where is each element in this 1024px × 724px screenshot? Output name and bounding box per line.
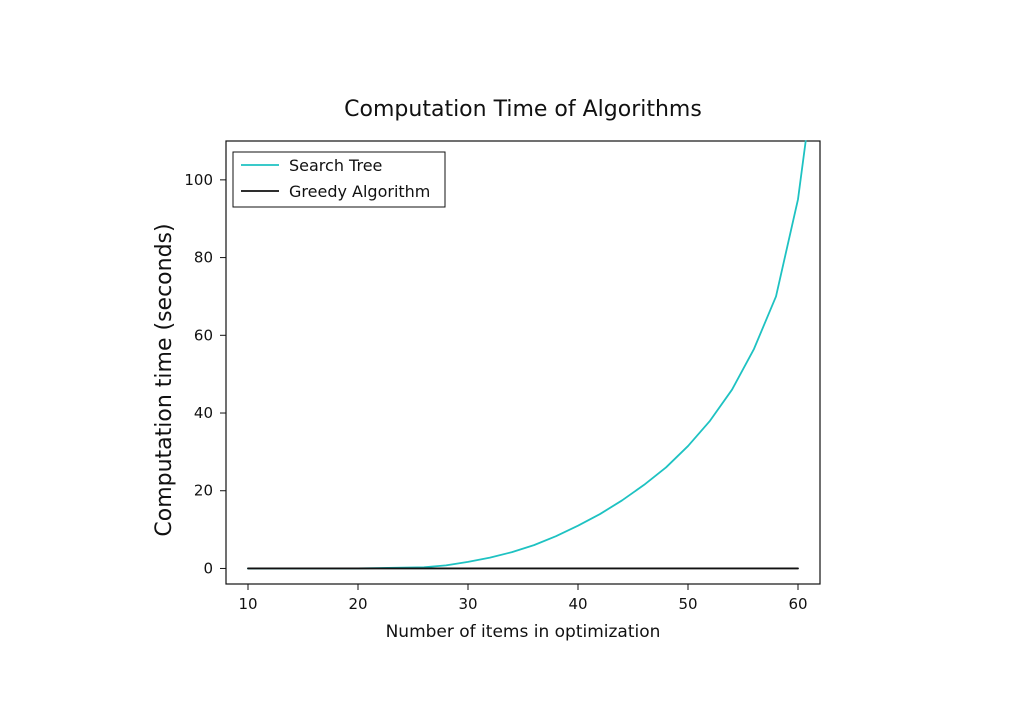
y-tick-label: 80: [194, 249, 213, 267]
y-tick-label: 40: [194, 404, 213, 422]
y-tick-label: 20: [194, 482, 213, 500]
x-axis: 10 20 30 40 50 60: [238, 584, 808, 613]
x-axis-label: Number of items in optimization: [386, 622, 661, 642]
legend-label-1: Search Tree: [289, 156, 382, 175]
plot-area: 10 20 30 40 50 60 0 20 40 60 80 100: [184, 140, 821, 613]
x-tick-label: 40: [568, 595, 587, 613]
y-tick-label: 60: [194, 326, 213, 344]
legend: Search Tree Greedy Algorithm: [232, 151, 446, 208]
legend-label-2: Greedy Algorithm: [289, 182, 430, 201]
chart-title: Computation Time of Algorithms: [344, 97, 702, 122]
y-tick-label: 100: [184, 171, 213, 189]
y-axis-label: Computation time (seconds): [152, 223, 177, 536]
x-tick-label: 30: [458, 595, 477, 613]
x-tick-label: 10: [238, 595, 257, 613]
y-tick-label: 0: [203, 559, 213, 577]
x-tick-label: 20: [348, 595, 367, 613]
series-layer: [247, 140, 807, 570]
y-axis: 0 20 40 60 80 100: [184, 171, 226, 577]
legend-box: [232, 151, 446, 208]
x-tick-label: 50: [678, 595, 697, 613]
series-line-1: [247, 140, 807, 570]
x-tick-label: 60: [788, 595, 807, 613]
plot-frame: [225, 140, 821, 585]
